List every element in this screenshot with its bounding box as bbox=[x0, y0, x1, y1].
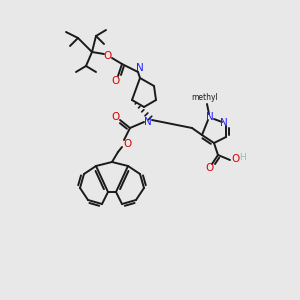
Text: N: N bbox=[144, 117, 152, 127]
Text: O: O bbox=[231, 154, 239, 164]
Text: N: N bbox=[136, 63, 144, 73]
Text: N: N bbox=[220, 118, 228, 128]
Text: O: O bbox=[104, 51, 112, 61]
Text: methyl: methyl bbox=[192, 94, 218, 103]
Text: O: O bbox=[112, 112, 120, 122]
Text: O: O bbox=[112, 76, 120, 86]
Text: O: O bbox=[206, 163, 214, 173]
Text: O: O bbox=[123, 139, 131, 149]
Text: N: N bbox=[206, 112, 214, 122]
Text: H: H bbox=[238, 152, 245, 161]
